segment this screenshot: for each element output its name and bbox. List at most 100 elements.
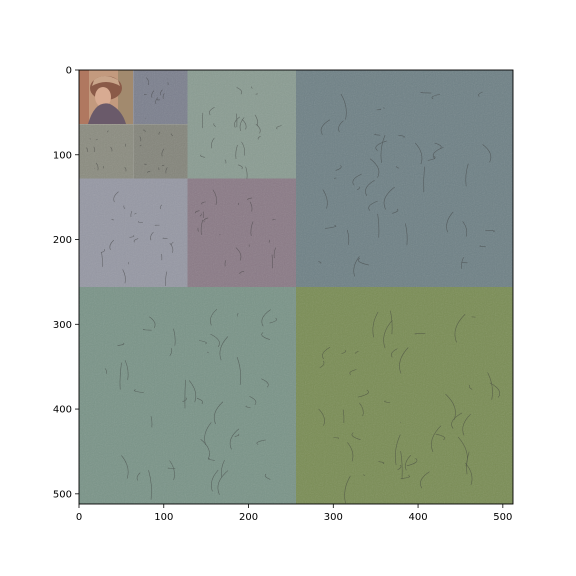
- edge-stroke: [276, 125, 282, 130]
- edge-stroke: [150, 416, 153, 428]
- edge-stroke: [375, 140, 387, 151]
- x-tick-label: 200: [239, 512, 258, 523]
- edge-stroke: [465, 462, 473, 485]
- edge-stroke: [269, 317, 277, 324]
- y-tick-label: 300: [53, 320, 72, 331]
- edge-stroke: [377, 213, 380, 238]
- edge-stroke: [239, 117, 245, 131]
- edge-stroke: [241, 141, 245, 156]
- edge-stroke: [213, 401, 224, 425]
- edge-stroke: [250, 221, 254, 236]
- edge-stroke: [261, 378, 269, 388]
- edge-stroke: [162, 93, 165, 99]
- edge-stroke: [465, 163, 469, 187]
- edge-stroke: [334, 177, 337, 180]
- edge-stroke: [333, 437, 340, 439]
- edge-stroke: [236, 357, 242, 385]
- edge-stroke: [235, 144, 238, 160]
- y-tick-label: 0: [66, 66, 72, 77]
- edge-stroke: [462, 413, 471, 436]
- edge-stroke: [217, 470, 229, 495]
- edge-stroke: [406, 458, 418, 467]
- edge-stroke: [161, 164, 165, 167]
- edge-stroke: [139, 136, 142, 142]
- edge-stroke: [111, 218, 114, 221]
- edge-stroke: [209, 106, 215, 116]
- edge-stroke: [133, 389, 144, 393]
- edge-stroke: [431, 425, 442, 453]
- panel-texture-level1-diagonal: [296, 287, 513, 504]
- edge-stroke: [462, 221, 468, 237]
- edge-stroke: [212, 189, 217, 205]
- edge-stroke: [392, 208, 399, 214]
- edge-stroke: [355, 351, 359, 354]
- edge-stroke: [272, 218, 276, 221]
- edge-stroke: [271, 254, 274, 269]
- edge-stroke: [249, 201, 253, 212]
- edge-stroke: [123, 205, 126, 209]
- edge-stroke: [210, 308, 218, 326]
- edge-stroke: [117, 342, 125, 346]
- edge-stroke: [113, 191, 119, 203]
- edge-stroke: [210, 333, 220, 348]
- edge-stroke: [405, 223, 408, 246]
- edge-stroke: [86, 147, 88, 152]
- edge-stroke: [133, 238, 139, 243]
- edge-stroke: [156, 99, 159, 101]
- edge-stroke: [219, 336, 229, 361]
- edge-stroke: [485, 230, 496, 232]
- edge-stroke: [121, 455, 129, 479]
- edge-stroke: [221, 459, 225, 478]
- edge-stroke: [368, 200, 378, 211]
- panel-texture-level3-horizontal: [133, 70, 188, 125]
- edge-stroke: [383, 320, 393, 349]
- edge-stroke: [353, 256, 360, 277]
- edge-stroke: [356, 186, 360, 191]
- edge-stroke: [149, 316, 156, 329]
- edge-stroke: [144, 163, 147, 166]
- edge-stroke: [107, 130, 109, 133]
- edge-stroke: [247, 197, 253, 201]
- edge-stroke: [165, 271, 168, 286]
- edge-stroke: [229, 428, 240, 450]
- edge-stroke: [245, 166, 248, 179]
- edge-stroke: [376, 108, 382, 111]
- edge-stroke: [104, 368, 108, 374]
- x-axis-ticks: 0 100 200 300 400 500: [76, 504, 512, 523]
- edge-stroke: [195, 210, 200, 214]
- edge-stroke: [211, 469, 219, 492]
- edge-stroke: [357, 389, 369, 398]
- edge-stroke: [320, 119, 331, 135]
- edge-stroke: [431, 93, 441, 100]
- axes-frame: [78, 69, 514, 505]
- edge-stroke: [400, 475, 411, 480]
- edge-stroke: [95, 162, 99, 171]
- edge-stroke: [196, 397, 203, 405]
- y-tick-label: 200: [53, 235, 72, 246]
- edge-stroke: [420, 471, 430, 489]
- edge-stroke: [363, 474, 365, 476]
- edge-stroke: [335, 165, 342, 171]
- edge-stroke: [158, 131, 161, 135]
- edge-stroke: [319, 360, 325, 369]
- edge-stroke: [239, 270, 245, 275]
- image-panels: [79, 70, 513, 504]
- edge-stroke: [124, 360, 129, 380]
- edge-stroke: [124, 166, 127, 172]
- edge-stroke: [414, 142, 423, 165]
- edge-stroke: [169, 348, 173, 356]
- edge-stroke: [398, 135, 405, 138]
- edge-stroke: [446, 211, 454, 233]
- edge-stroke: [264, 473, 271, 480]
- edge-stroke: [101, 252, 103, 267]
- edge-stroke: [478, 91, 483, 97]
- edge-stroke: [372, 311, 379, 338]
- panel-texture-level1-vertical: [79, 287, 296, 504]
- edge-stroke: [95, 139, 98, 141]
- edge-stroke: [188, 380, 197, 403]
- edge-stroke: [374, 133, 381, 136]
- x-tick-label: 500: [493, 512, 512, 523]
- edge-stroke: [148, 470, 152, 500]
- edge-stroke: [457, 436, 468, 467]
